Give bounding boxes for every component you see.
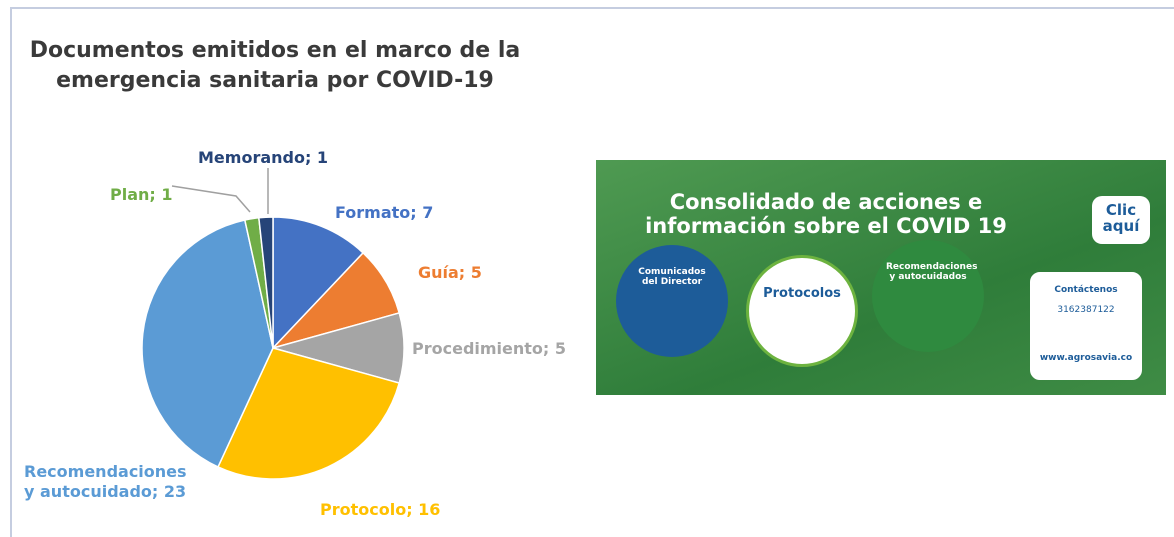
- leader-line: [171, 185, 251, 213]
- banner-title: Consolidado de acciones e información so…: [645, 190, 1007, 238]
- item-circle[interactable]: Protocolos: [746, 255, 858, 367]
- data-label: Recomendaciones y autocuidado; 23: [24, 462, 187, 501]
- data-label: Memorando; 1: [198, 148, 329, 167]
- pie-slice: [258, 216, 274, 349]
- data-label: Guía; 5: [418, 263, 482, 282]
- chart-title: Documentos emitidos en el marco de la em…: [29, 38, 521, 93]
- data-label: Formato; 7: [335, 203, 434, 222]
- contact-phone: 3162387122: [1057, 305, 1115, 315]
- pie-slice: [141, 219, 274, 468]
- contact-box: Contáctenos 3162387122 www.agrosavia.co: [1030, 272, 1142, 380]
- pie-slice: [272, 216, 365, 350]
- frame: [10, 7, 1174, 537]
- chart: [141, 168, 405, 480]
- item-circle[interactable]: Recomendaciones y autocuidados: [872, 240, 984, 352]
- contact-title: Contáctenos: [1054, 285, 1118, 295]
- data-label: Plan; 1: [110, 185, 173, 204]
- banner[interactable]: Consolidado de acciones e información so…: [596, 160, 1166, 395]
- item-circle[interactable]: Comunicados del Director: [616, 245, 728, 357]
- data-label: Protocolo; 16: [320, 500, 441, 519]
- pie-slice: [216, 347, 401, 480]
- data-label: Procedimiento; 5: [412, 339, 567, 358]
- contact-web: www.agrosavia.co: [1039, 353, 1133, 363]
- button[interactable]: Clic aquí: [1092, 196, 1150, 244]
